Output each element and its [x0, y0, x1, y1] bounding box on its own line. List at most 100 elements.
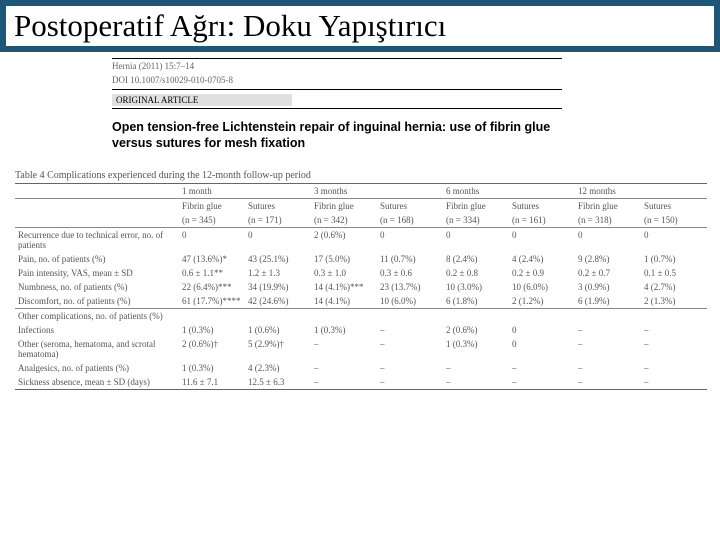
col-su: Sutures — [509, 198, 575, 213]
cell-value: 0.1 ± 0.5 — [641, 266, 707, 280]
cell-value: 17 (5.0%) — [311, 252, 377, 266]
table-header-periods: 1 month 3 months 6 months 12 months — [15, 183, 707, 198]
slide-title: Postoperatif Ağrı: Doku Yapıştırıcı — [6, 6, 714, 46]
cell-value: 0 — [245, 227, 311, 252]
journal-ref-line1: Hernia (2011) 15:7–14 — [112, 58, 562, 73]
row-label: Numbness, no. of patients (%) — [15, 280, 179, 294]
cell-value: 10 (3.0%) — [443, 280, 509, 294]
article-type-label: ORIGINAL ARTICLE — [112, 94, 292, 106]
table-row: Numbness, no. of patients (%)22 (6.4%)**… — [15, 280, 707, 294]
period-12months: 12 months — [575, 183, 707, 198]
complications-table: 1 month 3 months 6 months 12 months Fibr… — [15, 183, 707, 390]
cell-value: 14 (4.1%)*** — [311, 280, 377, 294]
cell-value: – — [641, 323, 707, 337]
cell-value: 61 (17.7%)**** — [179, 294, 245, 309]
cell-value: 0.2 ± 0.7 — [575, 266, 641, 280]
cell-value: 11.6 ± 7.1 — [179, 375, 245, 390]
row-label: Pain intensity, VAS, mean ± SD — [15, 266, 179, 280]
col-fg: Fibrin glue — [575, 198, 641, 213]
cell-value: 43 (25.1%) — [245, 252, 311, 266]
article-type-bar: ORIGINAL ARTICLE — [112, 89, 562, 109]
cell-value: 2 (0.6%) — [311, 227, 377, 252]
cell-value: 0 — [509, 227, 575, 252]
cell-value: 0 — [509, 337, 575, 361]
cell-value: 42 (24.6%) — [245, 294, 311, 309]
cell-value: 47 (13.6%)* — [179, 252, 245, 266]
cell-value: – — [575, 323, 641, 337]
col-fg: Fibrin glue — [443, 198, 509, 213]
journal-doi: DOI 10.1007/s10029-010-0705-8 — [112, 73, 562, 87]
n-value: (n = 334) — [443, 213, 509, 228]
cell-value: 4 (2.3%) — [245, 361, 311, 375]
table-row: Recurrence due to technical error, no. o… — [15, 227, 707, 252]
n-value: (n = 342) — [311, 213, 377, 228]
cell-value: 0 — [509, 323, 575, 337]
cell-value: – — [377, 337, 443, 361]
row-label: Recurrence due to technical error, no. o… — [15, 227, 179, 252]
n-value: (n = 150) — [641, 213, 707, 228]
n-value: (n = 168) — [377, 213, 443, 228]
col-su: Sutures — [377, 198, 443, 213]
period-3months: 3 months — [311, 183, 443, 198]
row-label: Other (seroma, hematoma, and scrotal hem… — [15, 337, 179, 361]
cell-value: 0 — [575, 227, 641, 252]
table-caption: Table 4 Complications experienced during… — [15, 170, 705, 181]
other-complications-header: Other complications, no. of patients (%) — [15, 308, 707, 323]
cell-value: 0 — [443, 227, 509, 252]
cell-value: 0.3 ± 0.6 — [377, 266, 443, 280]
cell-value: 22 (6.4%)*** — [179, 280, 245, 294]
cell-value: 3 (0.9%) — [575, 280, 641, 294]
cell-value: 14 (4.1%) — [311, 294, 377, 309]
cell-value: – — [641, 337, 707, 361]
row-label: Infections — [15, 323, 179, 337]
cell-value: 1 (0.3%) — [443, 337, 509, 361]
cell-value: 2 (1.2%) — [509, 294, 575, 309]
table-row: Infections1 (0.3%)1 (0.6%)1 (0.3%)–2 (0.… — [15, 323, 707, 337]
cell-value: – — [575, 361, 641, 375]
cell-value: – — [377, 323, 443, 337]
cell-value: 0 — [641, 227, 707, 252]
cell-value: 1 (0.7%) — [641, 252, 707, 266]
table-row: Pain intensity, VAS, mean ± SD0.6 ± 1.1*… — [15, 266, 707, 280]
row-label: Discomfort, no. of patients (%) — [15, 294, 179, 309]
cell-value: 23 (13.7%) — [377, 280, 443, 294]
cell-value: 0.2 ± 0.8 — [443, 266, 509, 280]
cell-value: – — [509, 361, 575, 375]
table-row: Other (seroma, hematoma, and scrotal hem… — [15, 337, 707, 361]
cell-value: 10 (6.0%) — [509, 280, 575, 294]
cell-value: – — [575, 375, 641, 390]
cell-value: – — [641, 361, 707, 375]
cell-value: 4 (2.4%) — [509, 252, 575, 266]
cell-value: – — [443, 361, 509, 375]
cell-value: 9 (2.8%) — [575, 252, 641, 266]
cell-value: – — [575, 337, 641, 361]
n-value: (n = 161) — [509, 213, 575, 228]
table-row: Pain, no. of patients (%)47 (13.6%)*43 (… — [15, 252, 707, 266]
table-header-n: (n = 345)(n = 171) (n = 342)(n = 168) (n… — [15, 213, 707, 228]
col-su: Sutures — [245, 198, 311, 213]
n-value: (n = 345) — [179, 213, 245, 228]
cell-value: 0.3 ± 1.0 — [311, 266, 377, 280]
table-header-groups: Fibrin glueSutures Fibrin glueSutures Fi… — [15, 198, 707, 213]
cell-value: 2 (1.3%) — [641, 294, 707, 309]
cell-value: 34 (19.9%) — [245, 280, 311, 294]
article-title: Open tension-free Lichtenstein repair of… — [112, 119, 562, 152]
period-1month: 1 month — [179, 183, 311, 198]
row-label: Analgesics, no. of patients (%) — [15, 361, 179, 375]
cell-value: 0 — [179, 227, 245, 252]
col-su: Sutures — [641, 198, 707, 213]
cell-value: 1 (0.6%) — [245, 323, 311, 337]
cell-value: 6 (1.9%) — [575, 294, 641, 309]
cell-value: – — [641, 375, 707, 390]
cell-value: – — [311, 337, 377, 361]
cell-value: 0.2 ± 0.9 — [509, 266, 575, 280]
table-row: Sickness absence, mean ± SD (days)11.6 ±… — [15, 375, 707, 390]
table-row: Discomfort, no. of patients (%)61 (17.7%… — [15, 294, 707, 309]
col-fg: Fibrin glue — [311, 198, 377, 213]
n-value: (n = 318) — [575, 213, 641, 228]
journal-reference-block: Hernia (2011) 15:7–14 DOI 10.1007/s10029… — [112, 58, 562, 109]
cell-value: 6 (1.8%) — [443, 294, 509, 309]
cell-value: 1 (0.3%) — [179, 361, 245, 375]
n-value: (n = 171) — [245, 213, 311, 228]
cell-value: 10 (6.0%) — [377, 294, 443, 309]
